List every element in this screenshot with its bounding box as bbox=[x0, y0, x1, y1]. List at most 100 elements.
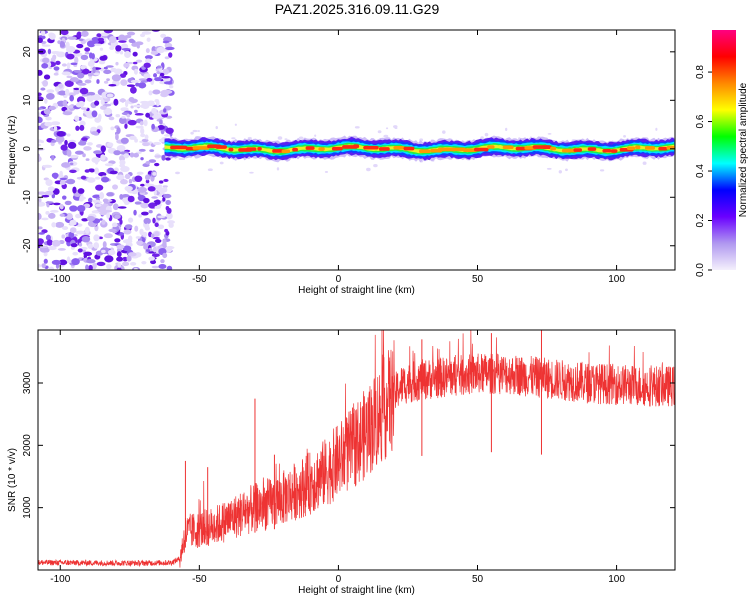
noise-speckle bbox=[130, 105, 134, 109]
snr-y-tick-label: 1000 bbox=[22, 496, 33, 519]
noise-speckle bbox=[134, 175, 143, 183]
noise-speckle bbox=[120, 43, 129, 50]
noise-speckle bbox=[148, 159, 157, 163]
noise-speckle bbox=[139, 121, 144, 126]
noise-speckle bbox=[64, 139, 68, 146]
noise-speckle bbox=[99, 192, 105, 200]
noise-speckle bbox=[102, 198, 109, 203]
noise-speckle bbox=[165, 199, 171, 206]
noise-speckle bbox=[546, 167, 552, 170]
noise-speckle bbox=[117, 206, 127, 209]
noise-speckle bbox=[51, 193, 56, 199]
noise-speckle bbox=[74, 70, 82, 73]
noise-speckle bbox=[99, 47, 104, 51]
spectrogram-noise-speckle bbox=[38, 30, 658, 270]
noise-speckle bbox=[134, 138, 138, 143]
noise-speckle bbox=[135, 236, 141, 239]
noise-speckle bbox=[132, 51, 138, 57]
noise-speckle bbox=[117, 262, 122, 268]
signal-hotspot bbox=[257, 146, 262, 151]
noise-speckle bbox=[127, 217, 134, 223]
snr-x-tick-label: 50 bbox=[472, 574, 484, 585]
noise-speckle bbox=[276, 167, 280, 171]
noise-speckle bbox=[135, 82, 140, 87]
noise-speckle bbox=[52, 202, 61, 206]
colorbar-tick-label: 0.0 bbox=[695, 263, 706, 277]
noise-speckle bbox=[51, 50, 61, 55]
signal-hotspot bbox=[228, 147, 234, 152]
noise-speckle bbox=[134, 252, 142, 258]
noise-speckle bbox=[152, 236, 160, 240]
noise-speckle bbox=[154, 205, 161, 209]
noise-speckle bbox=[146, 37, 151, 42]
noise-speckle bbox=[156, 65, 162, 69]
noise-speckle bbox=[324, 171, 329, 173]
noise-speckle bbox=[116, 251, 122, 258]
noise-speckle bbox=[565, 168, 568, 172]
noise-speckle bbox=[114, 214, 121, 220]
noise-speckle bbox=[124, 173, 131, 180]
noise-speckle bbox=[120, 137, 129, 144]
noise-speckle bbox=[78, 100, 85, 107]
noise-speckle bbox=[84, 47, 91, 52]
noise-speckle bbox=[120, 179, 128, 185]
noise-speckle bbox=[64, 80, 74, 87]
signal-hotspot bbox=[635, 145, 641, 150]
noise-speckle bbox=[160, 259, 165, 264]
noise-speckle bbox=[162, 185, 168, 188]
noise-speckle bbox=[121, 48, 131, 51]
noise-speckle bbox=[154, 231, 160, 237]
noise-speckle bbox=[51, 259, 61, 265]
noise-speckle bbox=[50, 141, 55, 147]
noise-speckle bbox=[115, 113, 121, 118]
noise-speckle bbox=[96, 33, 102, 38]
noise-speckle bbox=[154, 238, 162, 243]
noise-speckle bbox=[103, 107, 113, 115]
noise-speckle bbox=[103, 233, 113, 239]
noise-speckle bbox=[122, 245, 132, 252]
noise-speckle bbox=[119, 193, 124, 200]
noise-speckle bbox=[77, 82, 87, 86]
noise-speckle bbox=[151, 265, 160, 269]
noise-speckle bbox=[59, 180, 66, 186]
noise-speckle bbox=[98, 96, 104, 101]
noise-speckle bbox=[44, 121, 53, 127]
noise-speckle bbox=[144, 134, 149, 140]
noise-speckle bbox=[84, 226, 90, 234]
noise-speckle bbox=[110, 126, 115, 131]
noise-speckle bbox=[46, 239, 53, 246]
noise-speckle bbox=[38, 116, 43, 124]
snr-x-tick-label: -100 bbox=[50, 574, 70, 585]
noise-speckle bbox=[143, 119, 148, 127]
noise-speckle bbox=[99, 55, 108, 61]
noise-speckle bbox=[77, 72, 85, 79]
noise-speckle bbox=[51, 172, 59, 179]
noise-speckle bbox=[124, 185, 133, 192]
noise-speckle bbox=[73, 115, 80, 122]
spectrogram-x-tick-label: 50 bbox=[472, 274, 484, 285]
noise-speckle bbox=[84, 79, 92, 84]
noise-speckle bbox=[79, 87, 89, 95]
noise-speckle bbox=[38, 112, 41, 117]
noise-speckle bbox=[64, 88, 70, 96]
noise-speckle bbox=[175, 171, 180, 175]
noise-speckle bbox=[138, 214, 143, 218]
noise-speckle bbox=[655, 127, 658, 131]
noise-speckle bbox=[111, 222, 118, 228]
noise-speckle bbox=[76, 31, 82, 38]
noise-speckle bbox=[207, 168, 213, 172]
noise-speckle bbox=[65, 41, 70, 49]
noise-speckle bbox=[51, 239, 61, 247]
noise-speckle bbox=[234, 123, 237, 126]
noise-speckle bbox=[116, 267, 122, 270]
noise-speckle bbox=[38, 154, 41, 162]
noise-speckle bbox=[162, 89, 173, 94]
noise-speckle bbox=[192, 129, 198, 133]
spectrogram-y-ticks: -20 -10 0 10 20 bbox=[22, 46, 675, 253]
noise-speckle bbox=[68, 231, 75, 239]
noise-speckle bbox=[59, 177, 68, 181]
noise-speckle bbox=[151, 107, 157, 114]
noise-speckle bbox=[151, 114, 160, 120]
noise-speckle bbox=[107, 249, 116, 256]
noise-speckle bbox=[147, 102, 156, 107]
